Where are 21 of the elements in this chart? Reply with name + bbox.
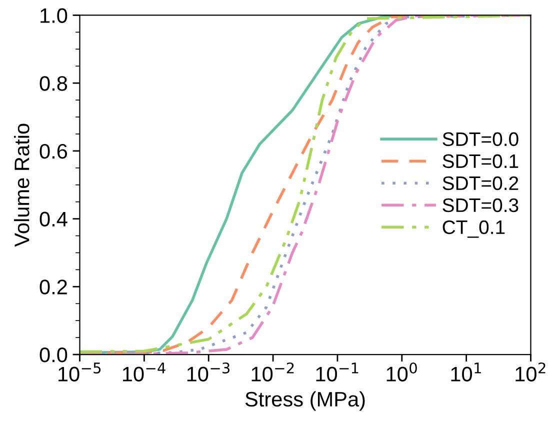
x-axis-title: Stress (MPa) — [245, 391, 365, 411]
x-tick-label: 10$^{−5}$ — [58, 362, 101, 382]
y-tick-label: 0.4 — [40, 212, 68, 227]
legend-label: SDT=0.0 — [442, 132, 518, 146]
legend-label: SDT=0.1 — [442, 154, 518, 168]
legend-label: SDT=0.3 — [442, 198, 518, 212]
x-tick-label: 10$^{1}$ — [451, 362, 481, 382]
x-tick-label: 10$^{2}$ — [516, 362, 546, 382]
y-tick-label: 1.0 — [40, 8, 68, 23]
y-tick-label: 0.0 — [40, 348, 68, 362]
y-axis-title: Volume Ratio — [14, 124, 30, 247]
y-tick-label: 0.8 — [40, 76, 68, 91]
y-tick-label: 0.6 — [40, 144, 68, 159]
x-tick-label: 10$^{−1}$ — [316, 362, 358, 382]
legend-label: CT_0.1 — [442, 220, 505, 238]
x-tick-label: 10$^{0}$ — [386, 362, 417, 382]
x-tick-label: 10$^{−3}$ — [187, 362, 230, 382]
legend-label: SDT=0.2 — [442, 176, 518, 190]
x-tick-label: 10$^{−2}$ — [252, 362, 294, 382]
x-tick-label: 10$^{−4}$ — [122, 362, 166, 382]
y-tick-label: 0.2 — [40, 280, 67, 294]
